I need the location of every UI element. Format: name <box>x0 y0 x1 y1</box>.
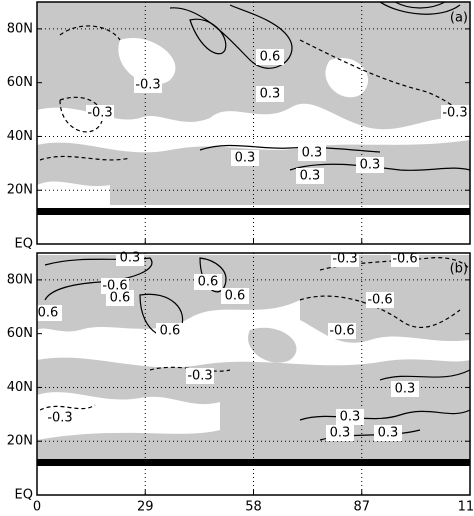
x-tick-label: 116 <box>458 500 474 515</box>
contour-label-text: 0.3 <box>360 158 381 173</box>
label-box <box>391 251 419 267</box>
contour-label: -0.6 <box>366 292 394 308</box>
label-box <box>186 368 214 384</box>
label-box <box>366 292 394 308</box>
contour-label-text: 0.6 <box>225 289 246 304</box>
label-box <box>336 409 364 425</box>
y-tick-label: 40N <box>7 129 33 144</box>
label-box <box>34 305 62 321</box>
label-box <box>156 323 184 339</box>
label-box <box>326 425 354 441</box>
label-box <box>106 290 134 306</box>
contour-label: 0.6 <box>194 274 222 290</box>
y-tick-label: 60N <box>7 75 33 90</box>
contour-label: 0.3 <box>356 157 384 173</box>
y-tick-label: 20N <box>7 183 33 198</box>
contour-label-text: -0.6 <box>329 324 354 339</box>
frame <box>36 252 471 496</box>
label-box <box>256 86 284 102</box>
contour-label-text: 0.3 <box>235 151 256 166</box>
contour-label: -0.3 <box>441 105 469 121</box>
label-box <box>256 49 284 65</box>
contour-label-text: -0.3 <box>442 106 467 121</box>
contour-label: -0.3 <box>186 368 214 384</box>
contour-label-text: 0.6 <box>160 324 181 339</box>
contour-label-text: 0.6 <box>198 275 219 290</box>
shading <box>37 2 470 460</box>
label-box <box>116 250 144 266</box>
contour-label: 0.6 <box>221 288 249 304</box>
y-tick-label: 40N <box>7 380 33 395</box>
contour-label: 0.6 <box>106 290 134 306</box>
y-tick-label: 20N <box>7 434 33 449</box>
x-tick-label: 58 <box>245 500 262 515</box>
y-tick-label: 60N <box>7 326 33 341</box>
label-box <box>374 425 402 441</box>
contour-label: 0.6 <box>156 323 184 339</box>
contour-label-text: -0.6 <box>367 293 392 308</box>
contour-label-text: 0.3 <box>340 410 361 425</box>
contour-label-text: 0.3 <box>300 169 321 184</box>
label-box <box>296 168 324 184</box>
label-box <box>331 251 359 267</box>
label-box <box>221 288 249 304</box>
contour-label: -0.3 <box>46 410 74 426</box>
contour-label-text: 0.3 <box>378 426 399 441</box>
label-box <box>328 323 356 339</box>
contour-label-text: 0.6 <box>38 306 59 321</box>
contour-label: 0.3 <box>116 250 144 266</box>
contour-label: 0.3 <box>231 150 259 166</box>
label-box <box>391 381 419 397</box>
contour-label-text: -0.3 <box>47 411 72 426</box>
contour-label-text: -0.6 <box>102 279 127 294</box>
label-box <box>441 105 469 121</box>
label-box <box>194 274 222 290</box>
x-tick-label: 87 <box>353 500 370 515</box>
label-box <box>298 145 326 161</box>
contour-label: -0.3 <box>134 77 162 93</box>
label-box <box>86 105 114 121</box>
y-tick-label: EQ <box>15 488 33 503</box>
contour-label: 0.3 <box>256 86 284 102</box>
contour-label-text: -0.3 <box>332 252 357 267</box>
label-box <box>46 410 74 426</box>
frame <box>36 1 471 245</box>
contour-label: 0.3 <box>296 168 324 184</box>
x-tick-label: 29 <box>137 500 154 515</box>
contour-label-text: -0.3 <box>135 78 160 93</box>
contour-label-text: 0.3 <box>120 251 141 266</box>
label-box <box>231 150 259 166</box>
contour-label-text: 0.3 <box>302 146 323 161</box>
y-tick-label: EQ <box>15 237 33 252</box>
contour-label: -0.3 <box>331 251 359 267</box>
contour-label-text: -0.3 <box>187 369 212 384</box>
contour-label: -0.3 <box>86 105 114 121</box>
contour-label-text: -0.6 <box>392 252 417 267</box>
land-band <box>37 208 470 215</box>
contour-label-text: -0.3 <box>87 106 112 121</box>
y-tick-label: 80N <box>7 21 33 36</box>
contour-label: 0.3 <box>298 145 326 161</box>
panel-label: (a) <box>450 11 468 26</box>
contour-label: 0.6 <box>34 305 62 321</box>
contour-label: 0.3 <box>326 425 354 441</box>
x-tick-label: 0 <box>33 500 41 515</box>
y-tick-label: 80N <box>7 272 33 287</box>
contour-label: 0.3 <box>391 381 419 397</box>
contour-label: -0.6 <box>391 251 419 267</box>
contour-label: 0.6 <box>256 49 284 65</box>
land-band <box>37 459 470 466</box>
contour-label-text: 0.3 <box>395 382 416 397</box>
contour-label: 0.3 <box>336 409 364 425</box>
contour-label: -0.6 <box>328 323 356 339</box>
contour-label: 0.3 <box>374 425 402 441</box>
contour-label-text: 0.6 <box>260 50 281 65</box>
panel-label: (b) <box>450 262 468 277</box>
contour-label-text: 0.6 <box>110 291 131 306</box>
contour-label-text: 0.3 <box>330 426 351 441</box>
label-box <box>134 77 162 93</box>
label-box <box>356 157 384 173</box>
contour-label-text: 0.3 <box>260 87 281 102</box>
